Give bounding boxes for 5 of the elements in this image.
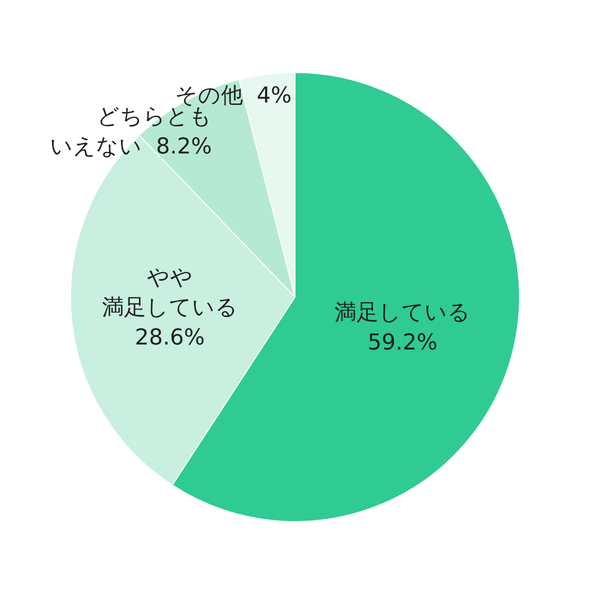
data-label: 59.2% [368, 330, 438, 356]
slice-label: 満足している [334, 300, 471, 326]
slice-label: やや満足している [102, 266, 238, 321]
slice-label: その他 4% [174, 83, 292, 108]
data-label: 28.6% [134, 326, 205, 351]
